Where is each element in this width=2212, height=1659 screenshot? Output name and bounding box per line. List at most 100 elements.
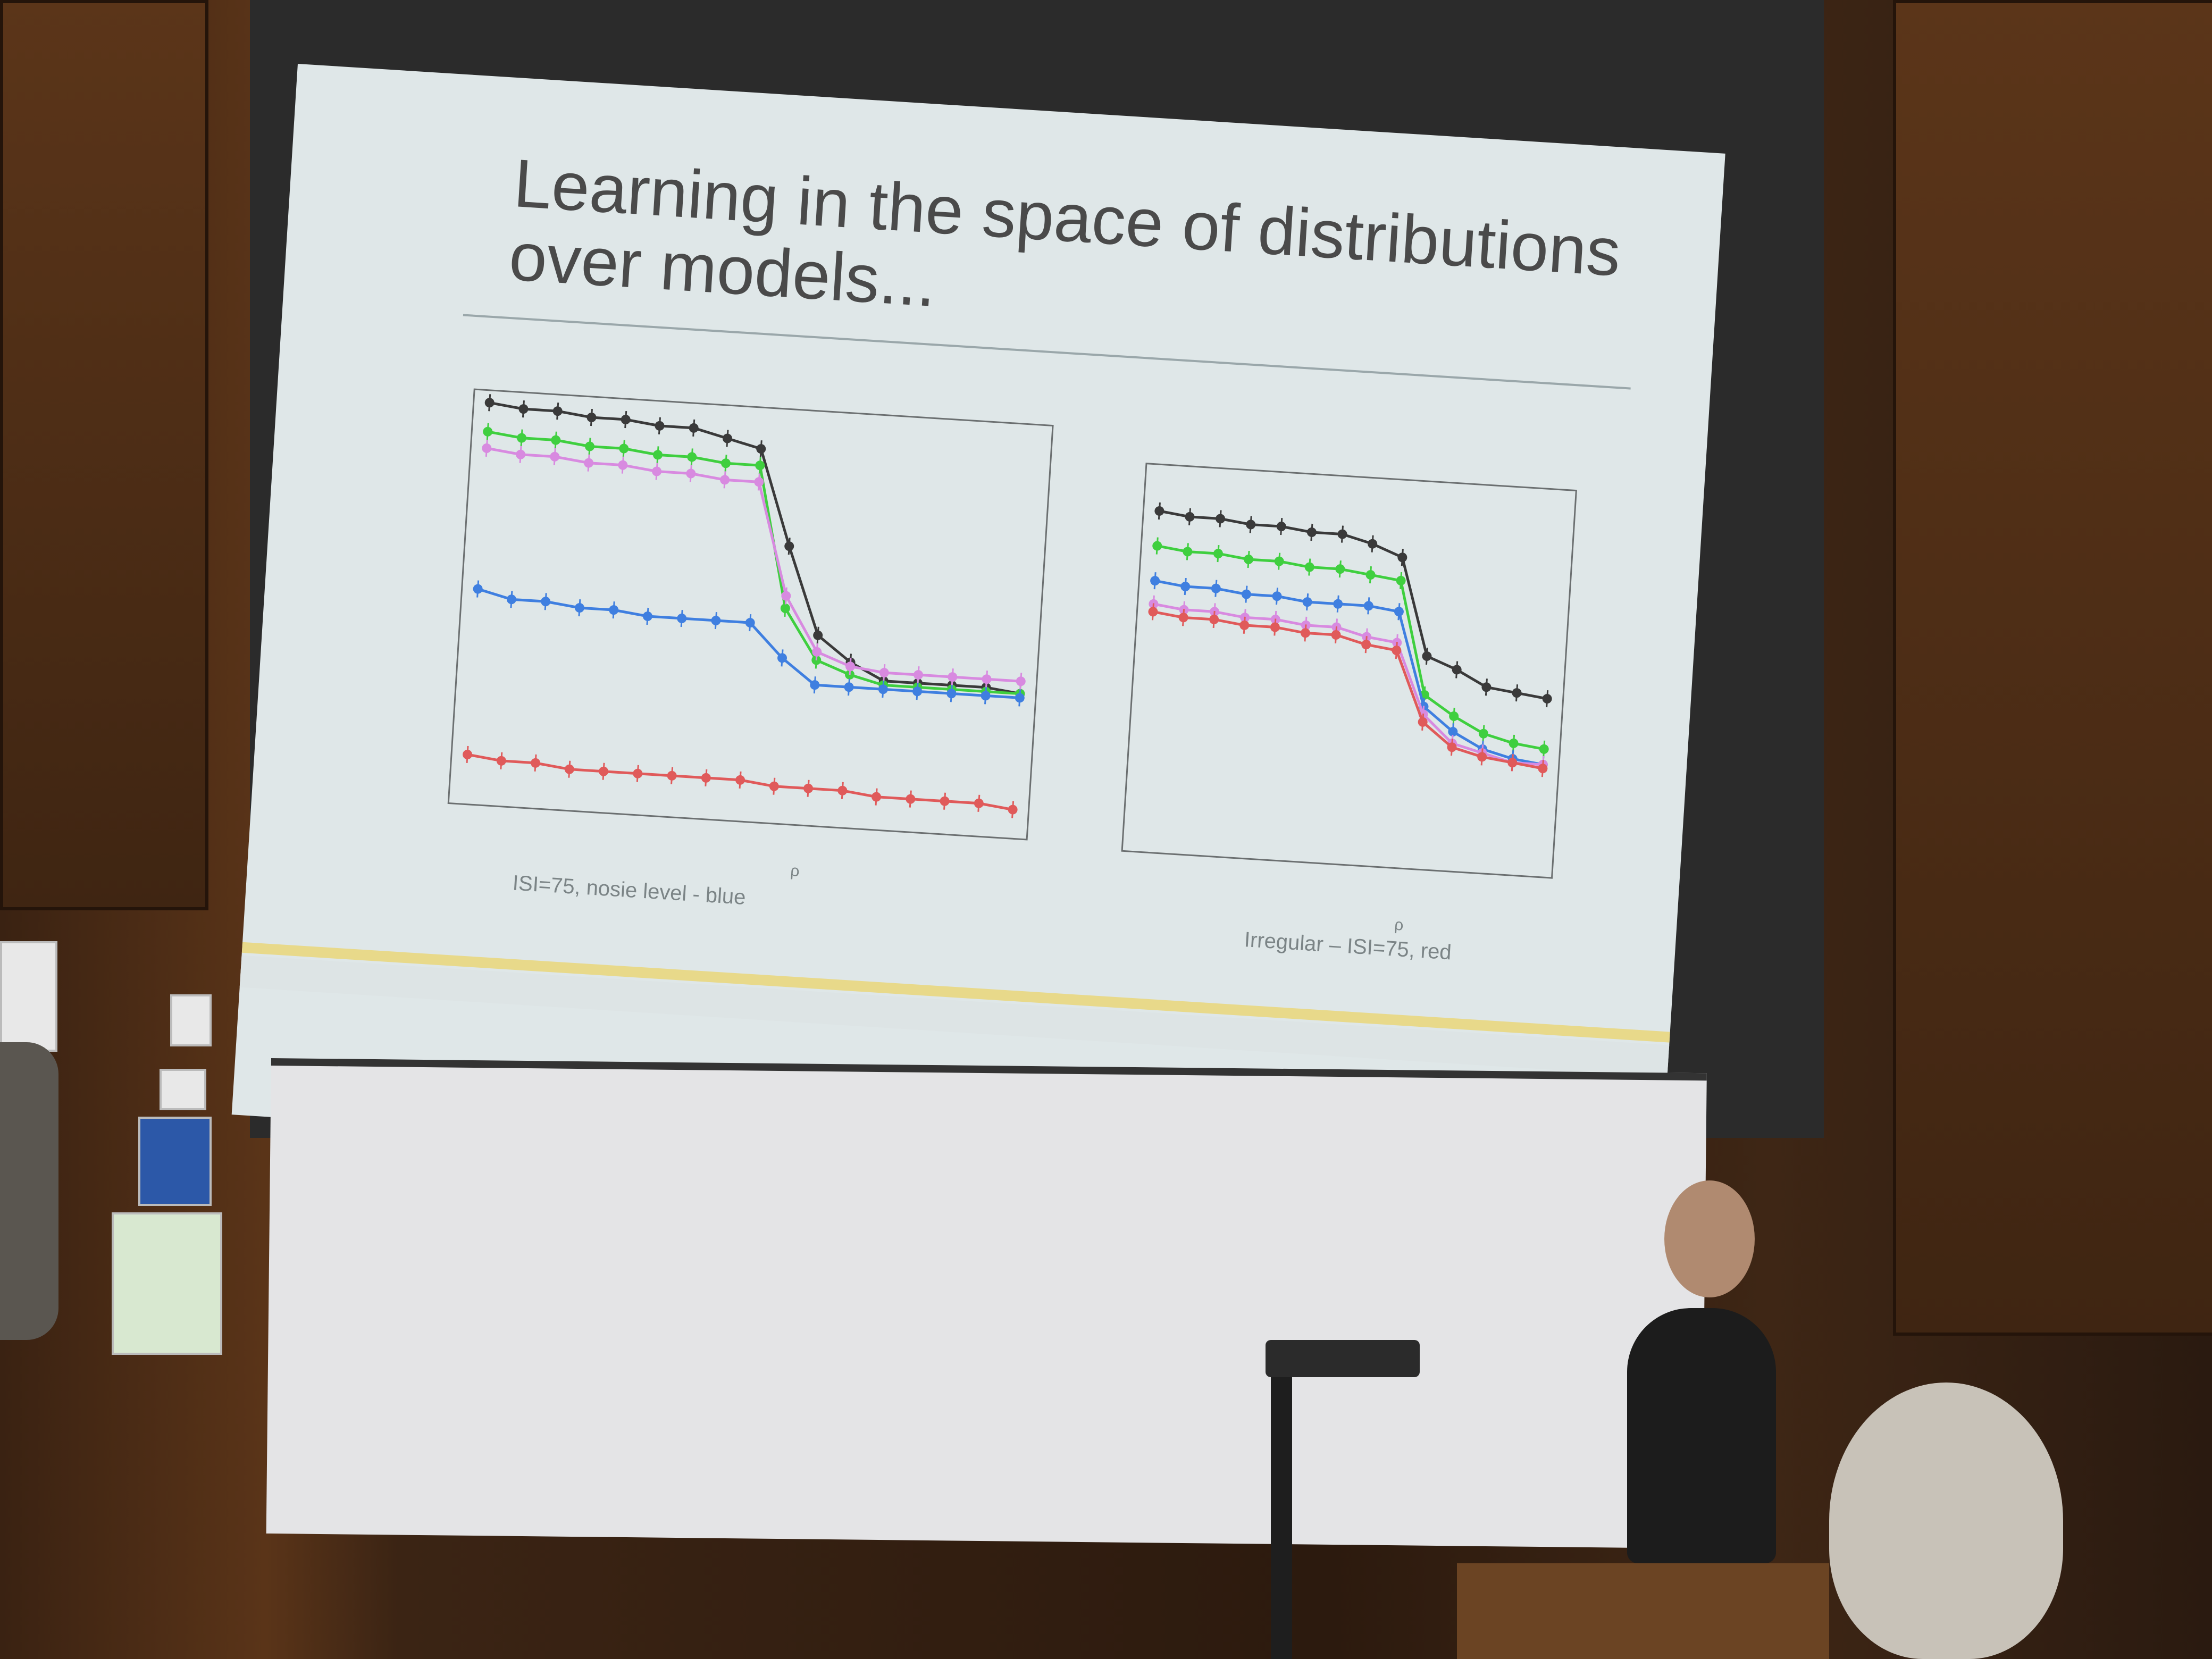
data-point-blue: [1211, 583, 1221, 593]
axis-symbol-left: ρ: [790, 862, 800, 881]
light-switch-lower: [160, 1069, 206, 1110]
whiteboard: [266, 1058, 1707, 1549]
data-point-red: [1392, 646, 1402, 656]
series-line-blue: [1154, 579, 1544, 766]
data-point-violet: [1016, 676, 1026, 686]
data-point-violet: [879, 668, 889, 678]
data-point-violet: [781, 591, 791, 601]
data-point-red: [735, 775, 745, 785]
data-point-blue: [745, 618, 755, 628]
data-point-black: [655, 421, 665, 431]
data-point-red: [633, 768, 643, 778]
series-line-violet: [486, 447, 1021, 683]
data-point-black: [552, 406, 563, 416]
data-point-blue: [981, 691, 991, 701]
data-point-green: [653, 450, 663, 460]
data-point-blue: [642, 611, 652, 621]
data-point-red: [667, 770, 677, 781]
series-line-black: [1159, 509, 1548, 700]
data-point-violet: [482, 443, 492, 453]
presenter-body: [1627, 1308, 1776, 1563]
data-point-blue: [473, 584, 483, 594]
data-point-violet: [516, 449, 526, 459]
data-point-red: [1447, 742, 1457, 752]
right-wood-panel: [1893, 0, 2212, 1336]
data-point-blue: [1272, 591, 1282, 601]
data-point-green: [1244, 555, 1254, 565]
data-point-red: [1239, 620, 1250, 630]
data-point-violet: [652, 466, 662, 476]
data-point-blue: [506, 594, 516, 605]
data-point-violet: [948, 672, 958, 682]
data-point-green: [721, 458, 731, 468]
slide: Learning in the space of distributions o…: [231, 64, 1725, 1204]
data-point-red: [1418, 717, 1428, 727]
data-point-red: [531, 758, 541, 768]
data-point-violet: [550, 451, 560, 462]
data-point-red: [1361, 640, 1371, 650]
data-point-black: [518, 404, 529, 414]
data-point-blue: [1394, 607, 1404, 617]
data-point-green: [1509, 738, 1519, 748]
data-point-red: [463, 749, 473, 759]
data-point-black: [1512, 688, 1522, 698]
data-point-black: [722, 433, 732, 443]
data-point-violet: [914, 670, 924, 680]
data-point-blue: [609, 605, 619, 615]
data-point-green: [1478, 728, 1488, 739]
data-point-red: [803, 783, 814, 793]
data-point-black: [1368, 539, 1378, 549]
data-point-blue: [1015, 693, 1025, 703]
axis-symbol-right: ρ: [1394, 916, 1404, 934]
blue-fire-notice: [138, 1117, 212, 1206]
series-line-red: [1153, 610, 1543, 770]
data-point-blue: [844, 682, 854, 692]
data-point-blue: [1180, 582, 1191, 592]
data-point-blue: [1241, 589, 1251, 599]
data-point-green: [551, 435, 561, 445]
data-point-green: [1396, 575, 1406, 585]
data-point-green: [1152, 541, 1162, 551]
lectern-desk: [1457, 1563, 1829, 1659]
data-point-green: [1213, 549, 1223, 559]
data-point-blue: [1333, 599, 1343, 609]
data-point-black: [1542, 694, 1552, 704]
series-line-green: [1157, 544, 1545, 751]
data-point-red: [906, 794, 916, 804]
data-point-blue: [541, 597, 551, 607]
data-point-green: [619, 443, 629, 454]
data-point-black: [784, 541, 794, 551]
data-point-black: [1337, 529, 1347, 539]
data-point-red: [1270, 622, 1280, 632]
data-point-red: [872, 792, 882, 802]
slide-title: Learning in the space of distributions o…: [507, 145, 1684, 367]
left-wood-panel: [0, 0, 208, 910]
data-point-black: [621, 415, 631, 425]
data-point-violet: [618, 460, 628, 470]
data-point-red: [1148, 607, 1158, 617]
data-point-red: [1331, 630, 1341, 640]
data-point-violet: [982, 674, 992, 684]
data-point-red: [599, 766, 609, 776]
series-line-violet: [1153, 602, 1544, 766]
caption-left: ISI=75, nosie level - blue: [512, 871, 747, 909]
data-point-green: [1274, 556, 1284, 566]
data-point-blue: [1150, 576, 1160, 586]
data-point-black: [1276, 522, 1286, 532]
data-point-green: [1365, 570, 1376, 580]
data-point-green: [585, 441, 595, 451]
data-point-red: [1008, 805, 1018, 815]
data-point-black: [1306, 527, 1317, 537]
data-point-blue: [711, 616, 721, 626]
data-point-violet: [845, 661, 856, 672]
data-point-black: [1397, 552, 1407, 563]
green-wall-poster: [112, 1212, 222, 1355]
data-point-red: [1477, 752, 1487, 762]
data-point-black: [689, 423, 699, 433]
document-camera-stand: [1271, 1372, 1292, 1659]
data-point-green: [1539, 744, 1549, 754]
data-point-green: [687, 452, 697, 462]
data-point-red: [940, 796, 950, 806]
data-point-green: [780, 603, 790, 613]
data-point-violet: [584, 458, 594, 468]
